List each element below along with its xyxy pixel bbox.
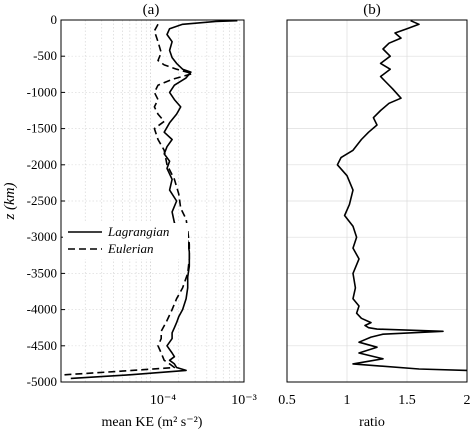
legend-label-lagrangian: Lagrangian bbox=[107, 224, 169, 239]
y-tick-label: -4500 bbox=[27, 338, 57, 353]
panel-b-x-ticks: 0.5 1 1.5 2 bbox=[278, 393, 470, 408]
panel-a-x-tick-label-1e-3: 10⁻³ bbox=[231, 393, 257, 408]
panel-b-label: (b) bbox=[363, 2, 381, 18]
series-line-eulerian bbox=[64, 23, 194, 376]
panel-a-legend: Lagrangian Eulerian bbox=[63, 223, 188, 259]
y-tick-label: -1500 bbox=[27, 121, 57, 136]
panel-a-x-axis-label: mean KE (m² s⁻²) bbox=[102, 415, 203, 430]
panel-a-y-ticks: 0 -500 -1000 -1500 -2000 -2500 -3000 -3500 -4000… bbox=[27, 12, 65, 389]
y-tick-label: -500 bbox=[33, 48, 57, 63]
series-line-lagrangian bbox=[70, 19, 238, 380]
y-tick-label: -5000 bbox=[27, 374, 57, 389]
x-tick-label: 1.5 bbox=[398, 393, 416, 408]
panel-a-y-axis-label: z (km) bbox=[2, 182, 18, 220]
panel-a: (a) 0 -500 -1000 -1500 -2000 -2500 -3000 -3500 -… bbox=[2, 2, 257, 430]
panel-b-x-axis-label: ratio bbox=[359, 415, 385, 430]
legend-box bbox=[63, 223, 188, 259]
x-tick-label: 1 bbox=[344, 393, 351, 408]
x-tick-label: 2 bbox=[464, 393, 471, 408]
panel-a-x-tick-label-1e-4: 10⁻⁴ bbox=[150, 393, 176, 408]
y-tick-label: -1000 bbox=[27, 84, 57, 99]
y-tick-label: 0 bbox=[51, 12, 58, 27]
panel-a-label: (a) bbox=[143, 2, 160, 18]
panel-b: (b) 0.5 1 1.5 2 ratio bbox=[278, 2, 470, 430]
panel-b-frame bbox=[286, 19, 468, 383]
y-tick-label: -2000 bbox=[27, 157, 57, 172]
y-tick-label: -2500 bbox=[27, 193, 57, 208]
x-tick-label: 0.5 bbox=[278, 393, 296, 408]
panel-a-series bbox=[64, 19, 238, 380]
y-tick-label: -3500 bbox=[27, 265, 57, 280]
y-tick-label: -3000 bbox=[27, 229, 57, 244]
legend-label-eulerian: Eulerian bbox=[107, 241, 154, 256]
y-tick-label: -4000 bbox=[27, 302, 57, 317]
panel-b-series bbox=[336, 19, 468, 372]
series-line-ratio bbox=[336, 19, 468, 372]
